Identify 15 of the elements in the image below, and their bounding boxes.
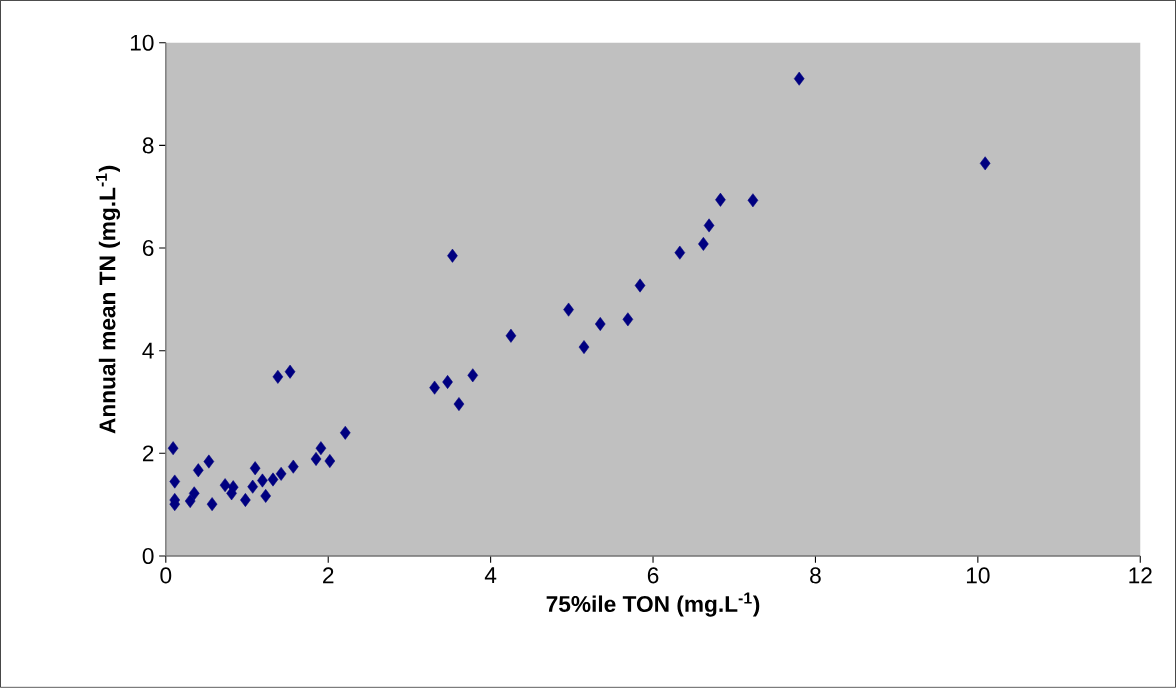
x-tick-label: 10	[966, 567, 990, 584]
y-tick-label: 6	[142, 240, 154, 257]
x-tick-label: 8	[810, 567, 821, 584]
x-tick-label: 12	[1129, 567, 1152, 584]
y-axis-title: Annual mean TN (mg.L$^{-1}$)	[95, 165, 121, 434]
x-tick-label: 2	[323, 567, 334, 584]
y-tick-label: 2	[142, 445, 154, 462]
y-tick-label: 4	[142, 342, 154, 359]
x-tick-label: 6	[647, 567, 659, 584]
y-tick-label: 8	[142, 137, 154, 154]
x-tick-label: 4	[484, 567, 497, 584]
x-tick-label: 0	[160, 567, 172, 584]
y-tick-label: 10	[130, 34, 154, 51]
x-axis-title: 75%ile TON (mg.L$^{-1}$)	[546, 592, 760, 617]
y-tick-label: 0	[142, 548, 154, 565]
